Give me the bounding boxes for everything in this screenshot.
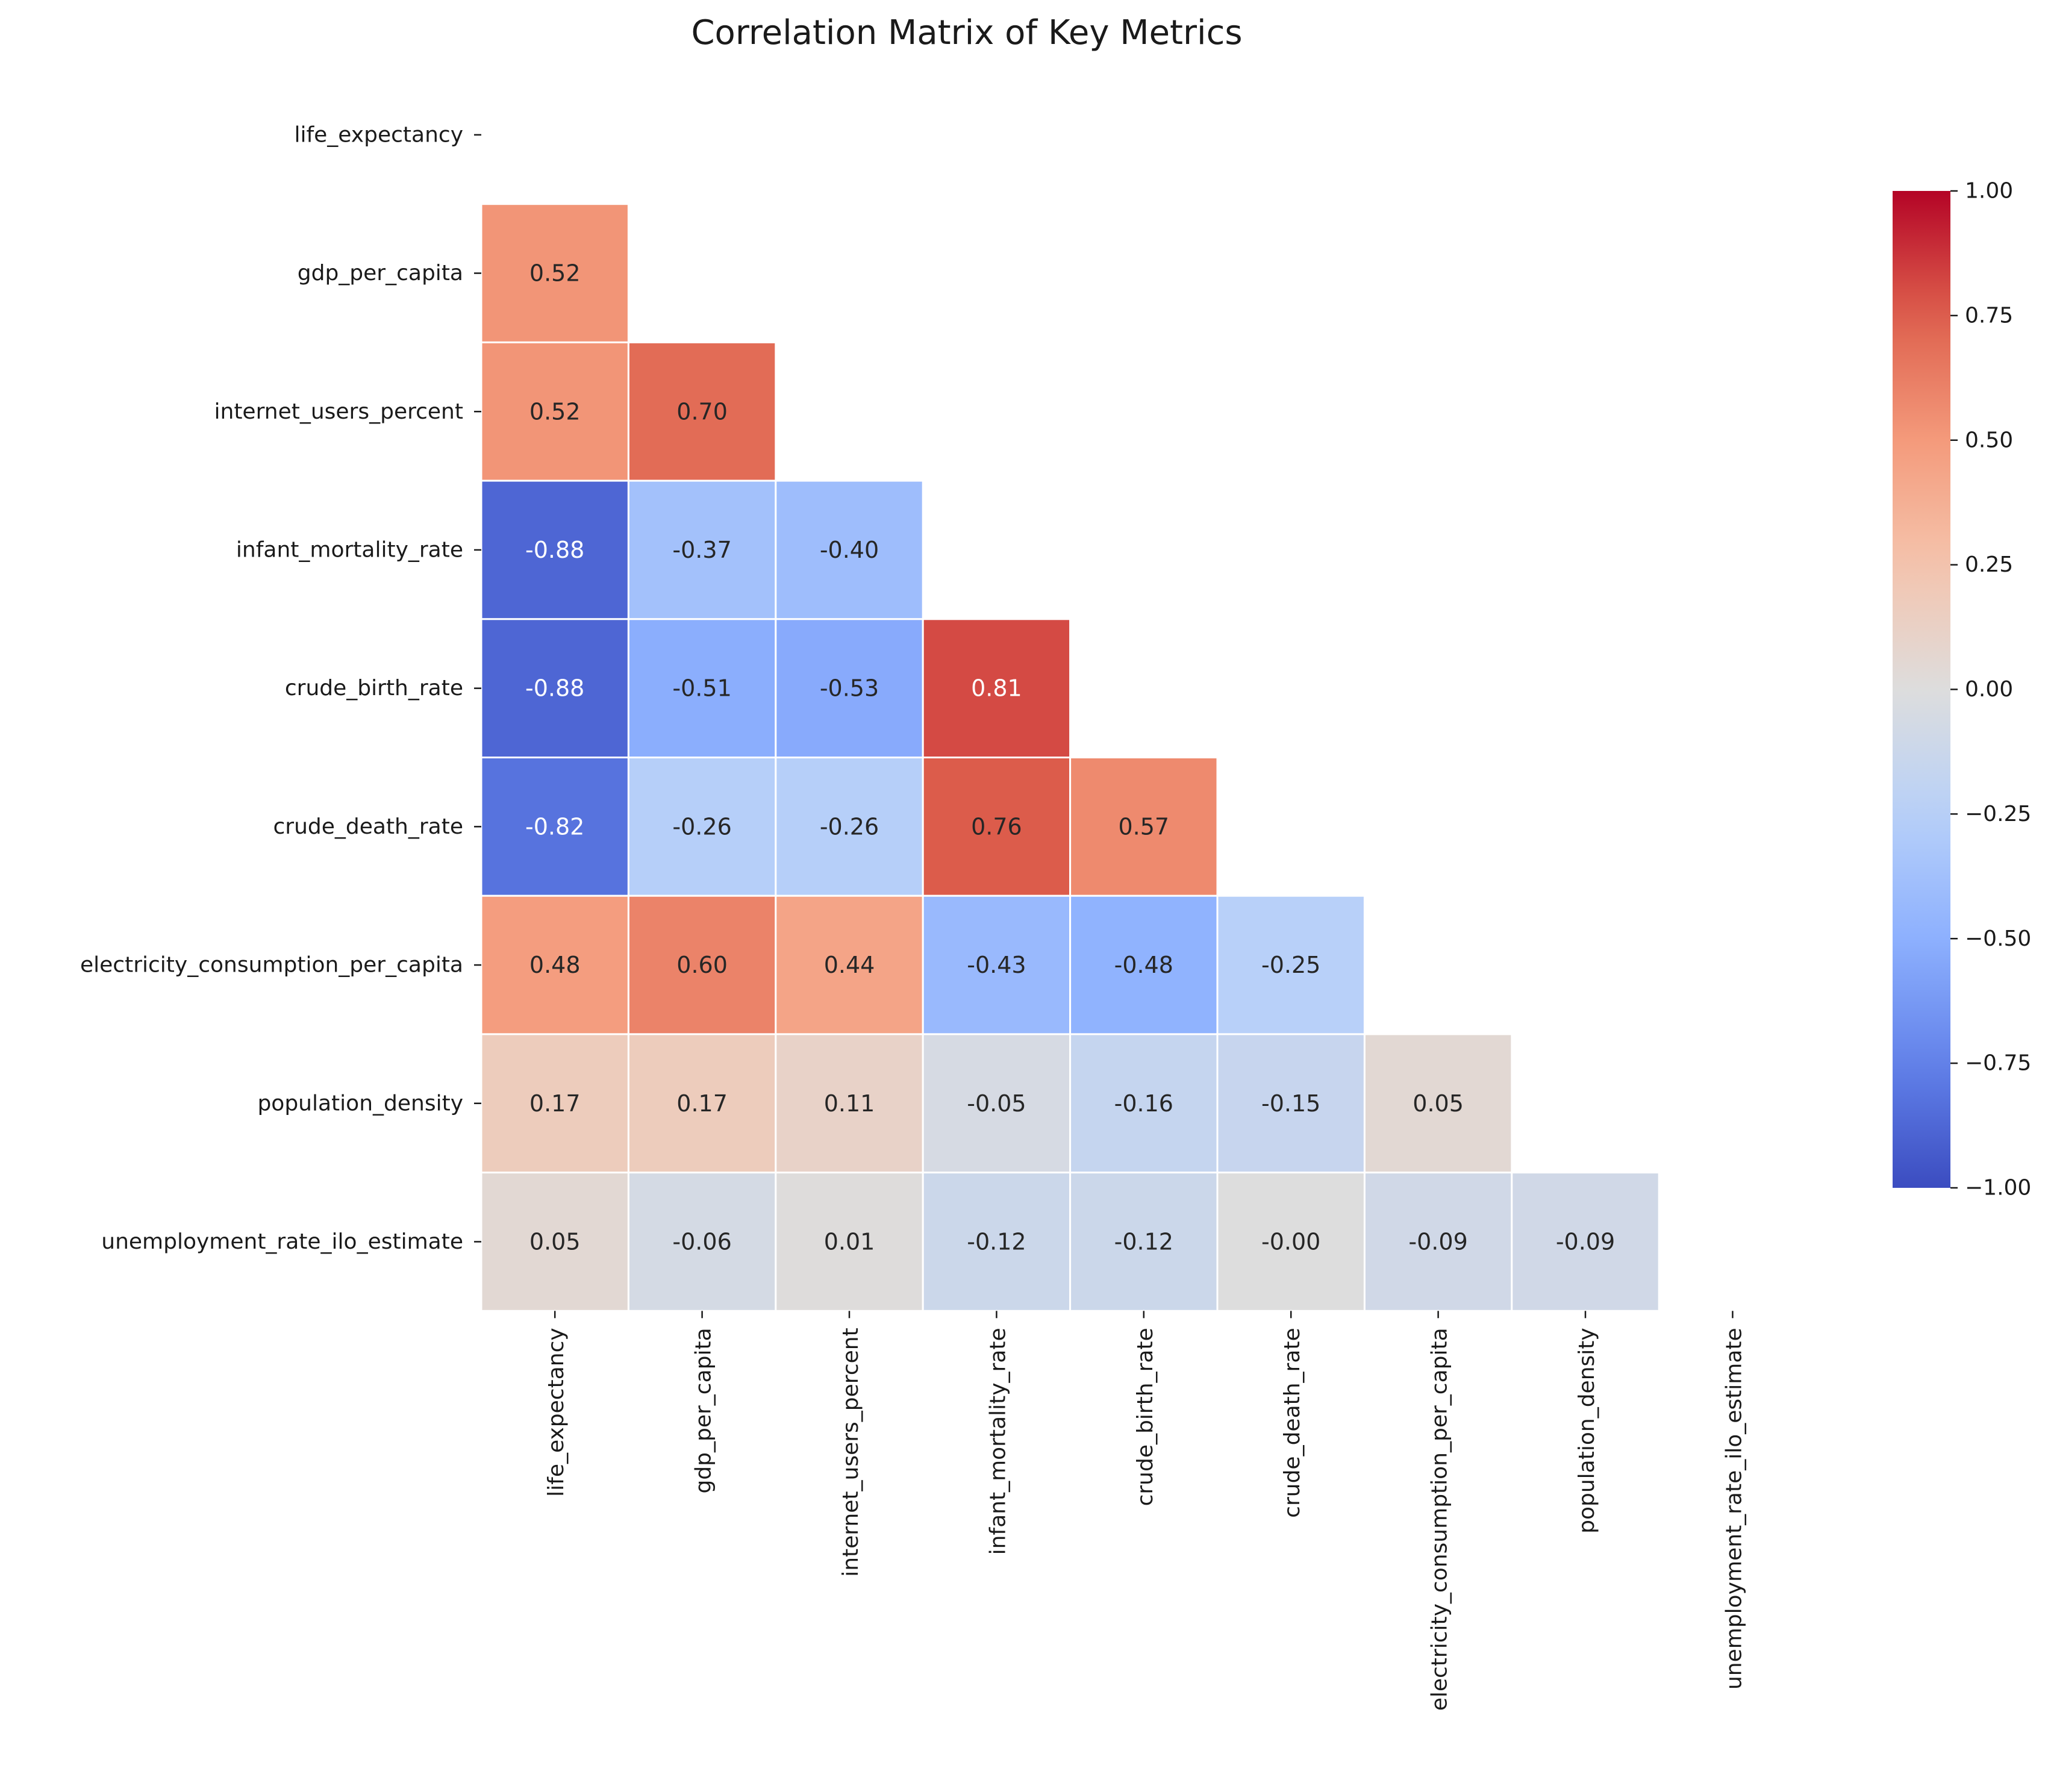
y-tick-label: internet_users_percent — [214, 399, 464, 424]
cell-value-label: 0.76 — [971, 813, 1022, 840]
heatmap-cell — [922, 618, 1072, 759]
heatmap-cell — [480, 1033, 629, 1174]
cell-value-label: -0.26 — [672, 813, 731, 840]
cell-value-label: -0.51 — [672, 675, 731, 702]
cell-value-label: 0.57 — [1118, 813, 1169, 840]
heatmap-cell — [775, 757, 924, 897]
cell-value-label: 0.81 — [971, 675, 1022, 702]
heatmap-cell — [627, 341, 777, 482]
cell-value-label: -0.26 — [820, 813, 879, 840]
x-tick-label: crude_death_rate — [1280, 1328, 1305, 1518]
cell-value-label: -0.05 — [967, 1090, 1026, 1117]
x-tick-label: life_expectancy — [544, 1328, 569, 1497]
colorbar-tick-label: −0.50 — [1965, 926, 2031, 951]
heatmap-cell — [480, 203, 629, 343]
heatmap-cell — [922, 1033, 1072, 1174]
y-tick-label: gdp_per_capita — [298, 261, 463, 286]
cell-value-label: -0.43 — [967, 952, 1026, 978]
cell-value-label: 0.52 — [529, 260, 581, 287]
colorbar-tick-label: 0.00 — [1965, 677, 2013, 702]
cell-value-label: -0.53 — [820, 675, 879, 702]
heatmap-cell — [1216, 894, 1366, 1035]
heatmap-cell — [1363, 1172, 1513, 1312]
heatmap-cell — [480, 479, 629, 620]
y-tick-label: life_expectancy — [294, 122, 463, 147]
x-tick-label: crude_birth_rate — [1133, 1328, 1158, 1506]
heatmap-cell — [1511, 1172, 1660, 1312]
heatmap-cell — [922, 757, 1072, 897]
heatmap-cell — [1069, 757, 1219, 897]
x-tick-label: gdp_per_capita — [692, 1328, 716, 1493]
colorbar-tick-label: −1.00 — [1965, 1176, 2031, 1200]
cell-value-label: 0.70 — [676, 398, 728, 425]
colorbar-tick-label: −0.25 — [1965, 802, 2031, 826]
y-tick-label: infant_mortality_rate — [236, 537, 463, 562]
axis-labels: life_expectancy life_expectancy gdp_per_ca… — [80, 122, 1746, 1711]
heatmap-cell — [1363, 1033, 1513, 1174]
heatmap-cell — [1216, 1033, 1366, 1174]
colorbar-gradient-bar — [1893, 191, 1950, 1188]
cell-value-label: 0.11 — [824, 1090, 875, 1117]
cell-value-label: 0.17 — [676, 1090, 728, 1117]
heatmap-cell — [627, 479, 777, 620]
cell-value-label: -0.82 — [525, 813, 584, 840]
cell-value-label: -0.09 — [1408, 1228, 1467, 1255]
heatmap-cell — [480, 341, 629, 482]
cell-value-label: 0.01 — [824, 1228, 875, 1255]
cell-value-label: -0.88 — [525, 675, 584, 702]
colorbar-tick-label: 0.50 — [1965, 428, 2013, 452]
x-tick-label: unemployment_rate_ilo_estimate — [1722, 1328, 1746, 1690]
heatmap-cell — [775, 479, 924, 620]
heatmap-cells: 0.52 0.52 0.70 -0.88 -0.37 -0.40 -0.88 -0.51 -0.… — [480, 203, 1660, 1312]
x-tick-label: infant_mortality_rate — [985, 1328, 1010, 1555]
cell-value-label: -0.40 — [820, 537, 879, 563]
cell-value-label: 0.60 — [676, 952, 728, 978]
y-tick-label: electricity_consumption_per_capita — [80, 953, 463, 978]
cell-value-label: -0.25 — [1261, 952, 1320, 978]
heatmap-cell — [1069, 894, 1219, 1035]
heatmap-cell — [775, 894, 924, 1035]
colorbar-tick-label: 0.75 — [1965, 303, 2013, 328]
cell-value-label: -0.15 — [1261, 1090, 1320, 1117]
cell-value-label: -0.16 — [1114, 1090, 1173, 1117]
cell-value-label: -0.00 — [1261, 1228, 1320, 1255]
heatmap-cell — [922, 894, 1072, 1035]
x-tick-label: internet_users_percent — [838, 1328, 863, 1577]
y-tick-label: unemployment_rate_ilo_estimate — [101, 1229, 463, 1254]
cell-value-label: -0.12 — [967, 1228, 1026, 1255]
x-tick-label: population_density — [1575, 1328, 1599, 1534]
cell-value-label: 0.05 — [1413, 1090, 1464, 1117]
heatmap-cell — [627, 757, 777, 897]
cell-value-label: -0.48 — [1114, 952, 1173, 978]
chart-title: Correlation Matrix of Key Metrics — [691, 13, 1242, 52]
heatmap-cell — [775, 1172, 924, 1312]
y-tick-label: population_density — [257, 1091, 463, 1116]
cell-value-label: 0.52 — [529, 398, 581, 425]
x-tick-label: electricity_consumption_per_capita — [1428, 1328, 1452, 1711]
heatmap-cell — [627, 1033, 777, 1174]
cell-value-label: 0.05 — [529, 1228, 581, 1255]
y-tick-label: crude_birth_rate — [285, 676, 463, 701]
cell-value-label: -0.09 — [1556, 1228, 1615, 1255]
colorbar-tick-label: 1.00 — [1965, 179, 2013, 204]
heatmap-cell — [480, 1172, 629, 1312]
heatmap-cell — [627, 618, 777, 759]
heatmap-cell — [627, 894, 777, 1035]
cell-value-label: -0.12 — [1114, 1228, 1173, 1255]
cell-value-label: -0.06 — [672, 1228, 731, 1255]
colorbar: −1.00 −0.75 −0.50 −0.25 0.00 0.25 0.50 0.75 1.00 — [1893, 179, 2031, 1200]
colorbar-tick-label: −0.75 — [1965, 1051, 2031, 1076]
cell-value-label: 0.48 — [529, 952, 581, 978]
cell-value-label: -0.88 — [525, 537, 584, 563]
cell-value-label: 0.17 — [529, 1090, 581, 1117]
y-tick-label: crude_death_rate — [273, 814, 463, 839]
cell-value-label: 0.44 — [824, 952, 875, 978]
cell-value-label: -0.37 — [672, 537, 731, 563]
colorbar-tick-label: 0.25 — [1965, 552, 2013, 577]
